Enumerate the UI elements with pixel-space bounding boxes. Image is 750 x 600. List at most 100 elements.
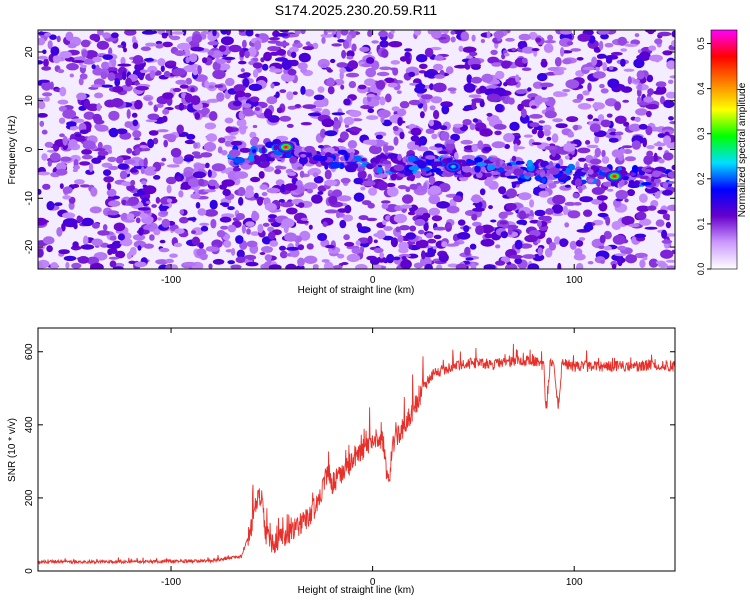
heatmap-cell [602, 62, 608, 72]
heatmap-cell [106, 182, 112, 191]
heatmap-cell [514, 239, 523, 250]
heatmap-cell [161, 34, 168, 39]
heatmap-cell [81, 49, 88, 58]
heatmap-cell [596, 195, 608, 201]
heatmap-cell [157, 58, 166, 67]
figure-title: S174.2025.230.20.59.R11 [275, 2, 438, 18]
heatmap-cell [80, 39, 91, 48]
heatmap-cell [642, 256, 648, 261]
heatmap-cell [242, 77, 250, 88]
heatmap-cell [207, 179, 218, 187]
heatmap-cell [297, 166, 303, 170]
heatmap-cell [215, 182, 220, 189]
heatmap-cell [439, 125, 448, 131]
heatmap-cell [306, 188, 313, 194]
heatmap-cell [369, 144, 382, 155]
heatmap-cell [191, 230, 196, 235]
heatmap-cell [332, 119, 342, 130]
heatmap-ridge-cell [476, 162, 487, 167]
heatmap-ridge-cell [370, 157, 380, 165]
heatmap-cell [493, 123, 507, 130]
heatmap-cell [182, 30, 187, 36]
heatmap-cell [351, 247, 362, 254]
heatmap-cell [376, 229, 386, 240]
heatmap-cell [212, 61, 221, 71]
heatmap-cell [243, 189, 255, 198]
heatmap-cell [143, 185, 157, 195]
heatmap-cell [371, 40, 379, 44]
heatmap-cell [62, 109, 77, 119]
heatmap-cell [577, 147, 591, 154]
heatmap-cell [662, 189, 673, 196]
heatmap-cell [647, 205, 657, 211]
heatmap-cell [62, 218, 76, 228]
heatmap-cell [254, 107, 261, 111]
heatmap-cell [378, 30, 389, 38]
heatmap-cell [342, 214, 354, 222]
heatmap-cell [466, 74, 473, 84]
heatmap-cell [495, 260, 506, 266]
heatmap-ridge-cell [667, 181, 675, 184]
x-tick-label: -100 [161, 275, 181, 286]
heatmap-cell [46, 245, 53, 253]
heatmap-cell [510, 79, 516, 85]
heatmap-cell [200, 225, 209, 232]
heatmap-cell [83, 111, 95, 120]
heatmap-cell [38, 60, 44, 65]
heatmap-cell [191, 151, 201, 156]
heatmap-ridge-cell [513, 168, 522, 176]
heatmap-cell [537, 247, 543, 257]
heatmap-cell [289, 46, 299, 53]
heatmap-cell [286, 246, 300, 251]
heatmap-cell [445, 66, 454, 75]
heatmap-cell [346, 34, 353, 43]
heatmap-cell [423, 102, 428, 112]
heatmap-cell [250, 231, 260, 236]
heatmap-cell [559, 238, 569, 248]
heatmap-cell [162, 133, 177, 140]
heatmap-cell [514, 257, 523, 265]
heatmap-cell [515, 89, 527, 94]
heatmap-cell [359, 46, 370, 53]
heatmap-cell [603, 231, 612, 240]
heatmap-cell [206, 98, 220, 103]
heatmap-ridge-cell [407, 155, 416, 163]
heatmap-cell [390, 30, 395, 35]
heatmap-cell [573, 253, 586, 261]
heatmap-ridge-cell [273, 144, 278, 151]
heatmap-cell [529, 122, 540, 128]
heatmap-cell [145, 166, 156, 171]
heatmap-cell [603, 245, 612, 251]
heatmap-cell [404, 51, 411, 59]
colorbar-label: Normalized spectral amplitude [737, 82, 748, 217]
heatmap-cell [336, 62, 348, 68]
heatmap-cell [576, 93, 584, 101]
heatmap-cell [469, 243, 477, 250]
heatmap-cell [587, 114, 593, 120]
heatmap-ridge-cell [366, 163, 375, 170]
heatmap-ridge-cell [408, 165, 420, 171]
heatmap-cell [80, 64, 87, 69]
heatmap-ridge-cell [587, 169, 594, 175]
heatmap-ridge-cell [393, 164, 405, 172]
heatmap-ridge-cell [377, 167, 383, 175]
heatmap-cell [139, 145, 148, 149]
heatmap-cell [162, 41, 173, 48]
heatmap-cell [227, 224, 237, 233]
heatmap-cell [653, 90, 665, 95]
heatmap-cell [184, 139, 195, 145]
heatmap-cell [76, 92, 87, 101]
heatmap-cell [667, 204, 675, 211]
heatmap-cell [460, 139, 473, 145]
heatmap-cell [585, 140, 591, 145]
heatmap-cell [59, 51, 72, 59]
heatmap-cell [624, 156, 637, 162]
heatmap-cell [65, 31, 74, 41]
heatmap-cell [531, 142, 542, 146]
heatmap-cell [639, 51, 651, 61]
heatmap-cell [192, 171, 206, 179]
heatmap-cell [208, 111, 218, 121]
heatmap-ridge-cell [641, 182, 652, 186]
heatmap-ridge-cell [432, 161, 443, 167]
heatmap-ridge-cell [610, 181, 616, 187]
